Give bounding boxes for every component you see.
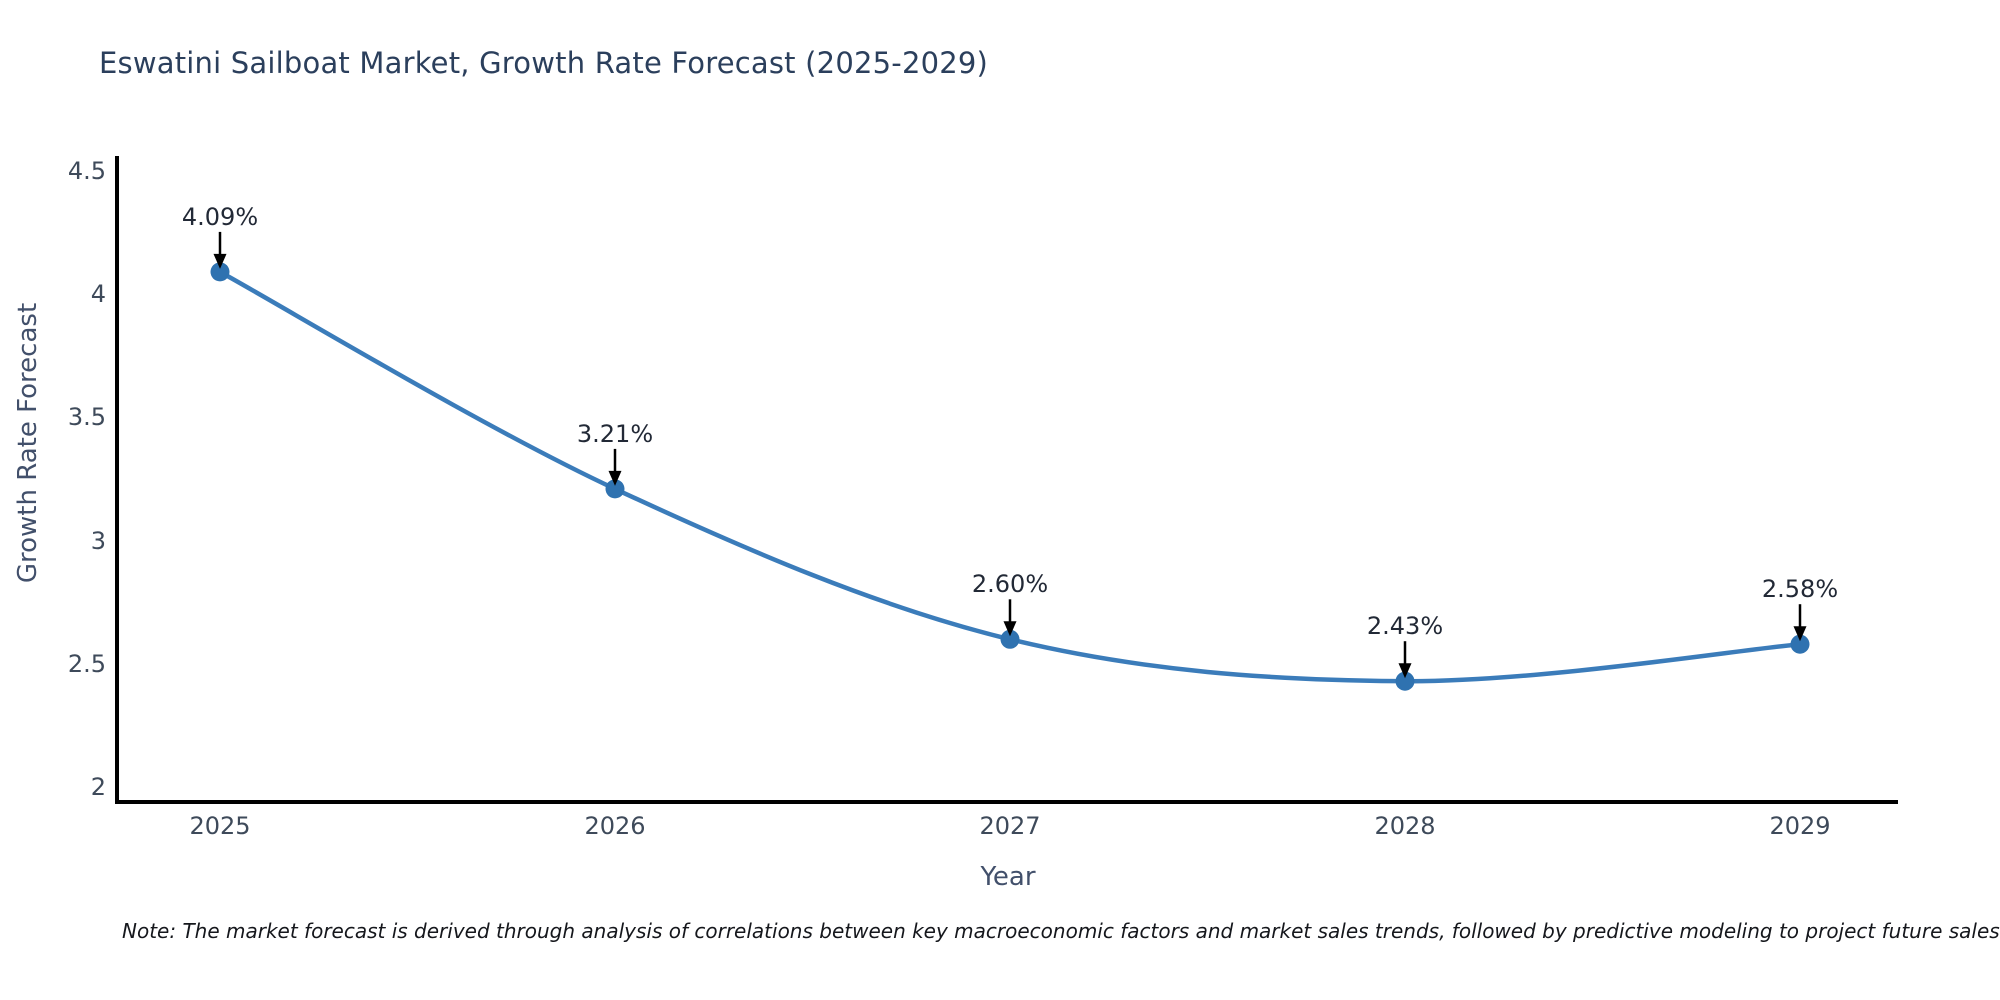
annotation-arrow-head bbox=[213, 253, 227, 269]
data-point-marker bbox=[1790, 634, 1810, 654]
annotation-arrow-head bbox=[608, 470, 622, 486]
y-tick-label: 3.5 bbox=[67, 403, 106, 431]
data-point-label: 2.60% bbox=[971, 570, 1049, 598]
data-point-label: 3.21% bbox=[576, 420, 654, 448]
x-tick-label: 2026 bbox=[584, 812, 646, 840]
x-tick-label: 2025 bbox=[189, 812, 251, 840]
data-point-marker bbox=[210, 262, 230, 282]
y-tick-label: 2 bbox=[90, 773, 106, 801]
x-tick-label: 2027 bbox=[979, 812, 1041, 840]
data-point-marker bbox=[1395, 671, 1415, 691]
footnote: Note: The market forecast is derived thr… bbox=[122, 919, 2000, 943]
x-tick-label: 2028 bbox=[1374, 812, 1436, 840]
y-tick-label: 4 bbox=[90, 280, 106, 308]
y-tick-label: 3 bbox=[90, 527, 106, 555]
y-tick-label: 2.5 bbox=[67, 650, 106, 678]
data-point-label: 4.09% bbox=[181, 203, 259, 231]
data-point-marker bbox=[605, 479, 625, 499]
x-axis-label: Year bbox=[980, 862, 1036, 892]
annotation-arrow-head bbox=[1398, 663, 1412, 679]
growth-rate-line bbox=[217, 269, 1803, 684]
annotation-arrow-head bbox=[1793, 626, 1807, 642]
x-tick-label: 2029 bbox=[1769, 812, 1831, 840]
data-point-marker bbox=[1000, 629, 1020, 649]
data-point-label: 2.58% bbox=[1761, 575, 1839, 603]
annotation-arrow-head bbox=[1003, 621, 1017, 637]
chart-title: Eswatini Sailboat Market, Growth Rate Fo… bbox=[99, 46, 989, 80]
y-tick-label: 4.5 bbox=[67, 157, 106, 185]
data-point-label: 2.43% bbox=[1366, 612, 1444, 640]
